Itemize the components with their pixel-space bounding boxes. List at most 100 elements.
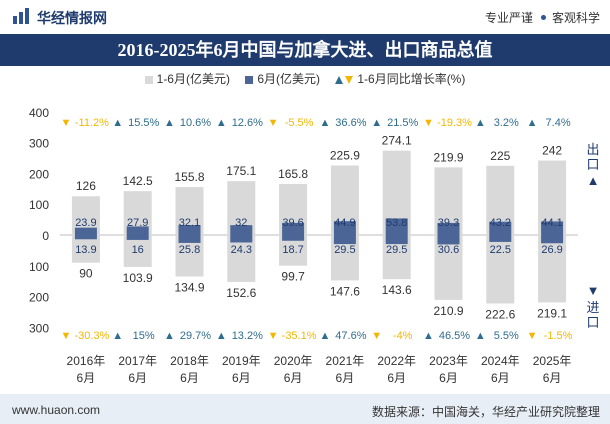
growth-export-rate: 36.6% <box>335 117 366 129</box>
x-tick-label-month: 6月 <box>180 371 199 385</box>
bar-import-total <box>123 235 152 267</box>
growth-export-rate: 10.6% <box>180 117 211 129</box>
footer-site: www.huaon.com <box>12 403 101 417</box>
label-export-total: 126 <box>76 179 96 193</box>
header-tags: 专业严谨 客观科学 <box>485 9 600 26</box>
bar-export-month <box>541 221 564 235</box>
growth-export-rate: -5.5% <box>285 117 314 129</box>
side-label-import: 进口 <box>586 300 600 330</box>
bar-import-month <box>74 235 97 240</box>
label-export-total: 225 <box>490 149 510 163</box>
legend-item-month: 6月(亿美元) <box>245 70 320 87</box>
growth-import-arrow: ▼ <box>268 330 279 342</box>
side-label-export: 出口 <box>586 142 600 172</box>
title-bar <box>0 34 610 66</box>
label-import-total: 134.9 <box>174 281 204 295</box>
label-export-month: 32.1 <box>179 217 200 229</box>
bar-import-month <box>178 235 201 243</box>
growth-import-rate: 5.5% <box>494 330 519 342</box>
legend-label-month: 6月(亿美元) <box>257 72 320 86</box>
chart-legend: 1-6月(亿美元) 6月(亿美元) 1-6月同比增长率(%) <box>0 70 610 87</box>
side-arrow-up-icon: ▲ <box>586 173 600 188</box>
x-tick-label-month: 6月 <box>543 371 562 385</box>
x-tick-label-month: 6月 <box>491 371 510 385</box>
growth-import-arrow: ▲ <box>216 330 227 342</box>
growth-import-arrow: ▼ <box>371 330 382 342</box>
growth-export-rate: 21.5% <box>387 117 418 129</box>
y-tick-label: 300 <box>29 137 49 151</box>
label-export-total: 155.8 <box>174 170 204 184</box>
logo-icon <box>13 8 29 24</box>
legend-label-total: 1-6月(亿美元) <box>156 72 230 86</box>
legend-item-total: 1-6月(亿美元) <box>144 70 230 87</box>
label-import-month: 16 <box>132 244 144 256</box>
bar-import-total <box>71 235 100 263</box>
bar-import-month <box>126 235 149 240</box>
label-import-total: 90 <box>79 267 93 281</box>
x-tick-label-year: 2017年 <box>118 354 157 368</box>
growth-export-arrow: ▲ <box>475 117 486 129</box>
growth-export-arrow: ▼ <box>423 117 434 129</box>
x-tick-label-month: 6月 <box>387 371 406 385</box>
bar-export-month <box>74 227 97 235</box>
legend-label-growth: 1-6月同比增长率(%) <box>357 72 466 86</box>
growth-import-arrow: ▲ <box>112 330 123 342</box>
x-tick-label-year: 2020年 <box>274 354 313 368</box>
growth-import-arrow: ▲ <box>319 330 330 342</box>
label-export-month: 53.8 <box>386 217 407 229</box>
y-tick-label: 0 <box>42 229 49 243</box>
label-export-month: 39.3 <box>438 217 459 229</box>
bar-export-month <box>126 226 149 235</box>
growth-import-rate: 15% <box>133 330 155 342</box>
label-import-total: 103.9 <box>123 271 153 285</box>
label-import-month: 24.3 <box>231 244 252 256</box>
label-export-month: 23.9 <box>75 217 96 229</box>
y-tick-label: 100 <box>29 198 49 212</box>
legend-swatch-total <box>144 75 153 84</box>
growth-import-rate: -30.3% <box>74 330 109 342</box>
growth-import-arrow: ▲ <box>475 330 486 342</box>
bar-import-month <box>437 235 460 245</box>
growth-export-arrow: ▲ <box>164 117 175 129</box>
brand-name: 华经情报网 <box>37 10 107 26</box>
growth-export-arrow: ▲ <box>216 117 227 129</box>
growth-import-rate: 13.2% <box>232 330 263 342</box>
bar-import-month <box>333 235 356 245</box>
bar-import-month <box>230 235 253 243</box>
label-import-month: 29.5 <box>334 244 355 256</box>
growth-export-arrow: ▼ <box>60 117 71 129</box>
separator-dot-icon <box>540 15 546 21</box>
label-export-month: 27.9 <box>127 217 148 229</box>
tag-objective: 客观科学 <box>551 11 600 25</box>
growth-export-rate: -11.2% <box>75 117 109 129</box>
bar-export-month <box>333 221 356 235</box>
label-import-month: 18.7 <box>282 244 303 256</box>
y-tick-label: 300 <box>29 321 49 335</box>
growth-export-rate: 3.2% <box>494 117 519 129</box>
label-export-total: 175.1 <box>226 164 256 178</box>
x-tick-label-year: 2016年 <box>67 354 106 368</box>
growth-import-rate: 46.5% <box>439 330 470 342</box>
x-tick-label-month: 6月 <box>232 371 251 385</box>
side-arrow-down-icon: ▼ <box>586 283 600 298</box>
growth-import-arrow: ▼ <box>527 330 538 342</box>
label-import-month: 26.9 <box>541 244 562 256</box>
x-tick-label-month: 6月 <box>128 371 147 385</box>
bar-export-month <box>385 218 408 235</box>
label-export-month: 44.9 <box>334 217 355 229</box>
label-export-month: 32 <box>235 217 247 229</box>
label-import-total: 210.9 <box>433 304 463 318</box>
label-import-total: 147.6 <box>330 284 360 298</box>
label-import-month: 25.8 <box>179 244 200 256</box>
growth-import-rate: -4% <box>393 330 413 342</box>
label-export-total: 219.9 <box>433 150 463 164</box>
chart-title: 2016-2025年6月中国与加拿大进、出口商品总值 <box>117 40 493 60</box>
x-tick-label-month: 6月 <box>284 371 303 385</box>
growth-export-arrow: ▼ <box>268 117 279 129</box>
bar-import-month <box>541 235 564 244</box>
footer-bar <box>0 394 610 424</box>
x-tick-label-month: 6月 <box>77 371 96 385</box>
growth-import-rate: 47.6% <box>335 330 366 342</box>
bar-import-month <box>282 235 305 241</box>
down-triangle-icon <box>345 75 354 84</box>
